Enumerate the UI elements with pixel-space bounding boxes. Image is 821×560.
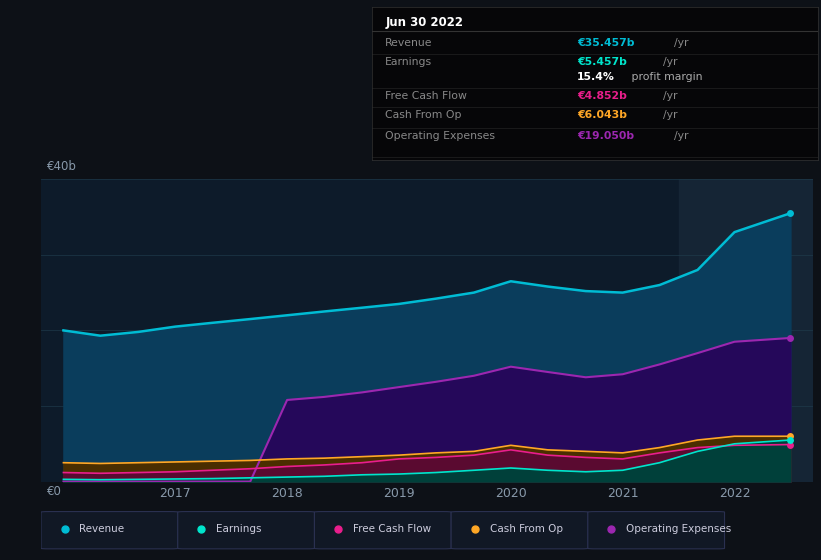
FancyBboxPatch shape (588, 512, 724, 549)
Text: €35.457b: €35.457b (577, 39, 635, 48)
Text: Cash From Op: Cash From Op (489, 524, 562, 534)
FancyBboxPatch shape (314, 512, 452, 549)
Text: €40b: €40b (47, 160, 76, 173)
Text: Jun 30 2022: Jun 30 2022 (385, 16, 463, 29)
Text: Earnings: Earnings (385, 58, 433, 67)
Text: €19.050b: €19.050b (577, 130, 634, 141)
Text: /yr: /yr (674, 39, 689, 48)
Text: Free Cash Flow: Free Cash Flow (385, 91, 467, 101)
Text: 15.4%: 15.4% (577, 72, 615, 82)
Text: /yr: /yr (674, 130, 689, 141)
Text: profit margin: profit margin (628, 72, 703, 82)
Text: €5.457b: €5.457b (577, 58, 627, 67)
FancyBboxPatch shape (178, 512, 314, 549)
Text: /yr: /yr (663, 110, 677, 120)
Text: Operating Expenses: Operating Expenses (626, 524, 732, 534)
Text: Revenue: Revenue (80, 524, 125, 534)
Text: €6.043b: €6.043b (577, 110, 627, 120)
Text: /yr: /yr (663, 91, 677, 101)
FancyBboxPatch shape (452, 512, 588, 549)
Text: Earnings: Earnings (216, 524, 262, 534)
Text: /yr: /yr (663, 58, 677, 67)
Text: €0: €0 (47, 486, 62, 498)
Text: €4.852b: €4.852b (577, 91, 627, 101)
Bar (679, 179, 813, 482)
Text: Cash From Op: Cash From Op (385, 110, 461, 120)
Text: Operating Expenses: Operating Expenses (385, 130, 495, 141)
Text: Free Cash Flow: Free Cash Flow (353, 524, 431, 534)
Text: Revenue: Revenue (385, 39, 433, 48)
FancyBboxPatch shape (41, 512, 178, 549)
